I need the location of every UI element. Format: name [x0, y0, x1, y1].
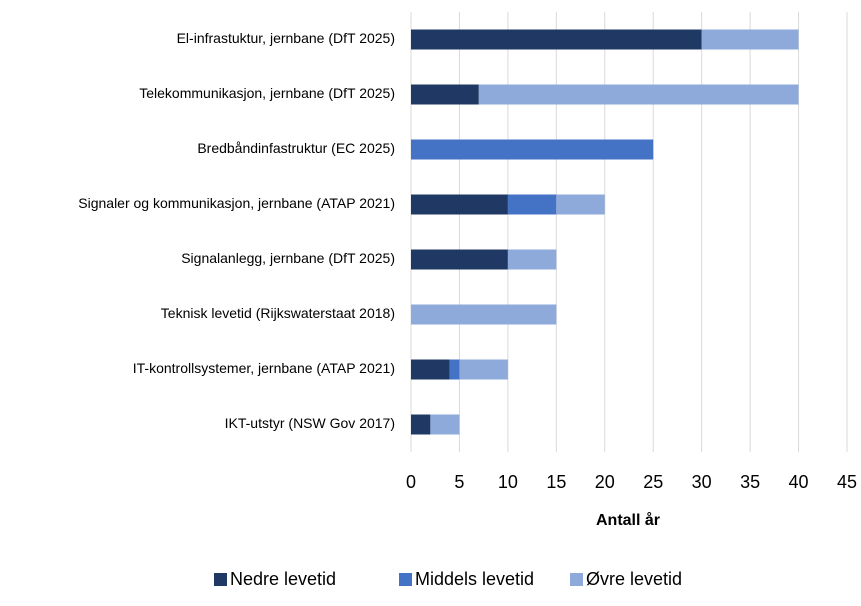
- bar-segment: [411, 84, 479, 105]
- x-axis-title: Antall år: [596, 511, 660, 529]
- bar-segment: [411, 414, 431, 435]
- y-tick-label: IT-kontrollsystemer, jernbane (ATAP 2021…: [133, 360, 395, 376]
- x-tick-label: 35: [740, 472, 760, 492]
- legend-swatch: [570, 573, 583, 586]
- bar-segment: [411, 304, 557, 325]
- x-tick-label: 5: [454, 472, 464, 492]
- bar-segment: [411, 249, 508, 270]
- bar-segment: [701, 29, 799, 50]
- y-tick-label: El-infrastuktur, jernbane (DfT 2025): [177, 30, 395, 46]
- y-tick-label: Signalanlegg, jernbane (DfT 2025): [181, 250, 395, 266]
- legend-swatch: [399, 573, 412, 586]
- bar-segment: [556, 194, 605, 215]
- bar-segment: [411, 139, 654, 160]
- bar-segment: [449, 359, 460, 380]
- legend-label: Nedre levetid: [230, 569, 336, 589]
- y-tick-label: Signaler og kommunikasjon, jernbane (ATA…: [78, 195, 395, 211]
- legend-label: Øvre levetid: [586, 569, 682, 589]
- bar-segment: [430, 414, 460, 435]
- bar-segment: [459, 359, 508, 380]
- legend-label: Middels levetid: [415, 569, 534, 589]
- bar-segment: [411, 359, 450, 380]
- x-tick-label: 10: [498, 472, 518, 492]
- x-tick-label: 15: [546, 472, 566, 492]
- bar-segment: [411, 29, 702, 50]
- bar-segment: [411, 194, 508, 215]
- x-tick-label: 20: [595, 472, 615, 492]
- bar-segment: [507, 249, 557, 270]
- x-tick-label: 30: [692, 472, 712, 492]
- y-tick-label: Bredbåndinfastruktur (EC 2025): [197, 140, 395, 156]
- x-tick-label: 40: [789, 472, 809, 492]
- x-tick-label: 0: [406, 472, 416, 492]
- bar-segment: [507, 194, 557, 215]
- bar-segment: [478, 84, 799, 105]
- x-tick-label: 25: [643, 472, 663, 492]
- y-tick-label: IKT-utstyr (NSW Gov 2017): [225, 415, 395, 431]
- y-tick-label: Teknisk levetid (Rijkswaterstaat 2018): [161, 305, 395, 321]
- y-tick-label: Telekommunikasjon, jernbane (DfT 2025): [139, 85, 395, 101]
- x-tick-label: 45: [837, 472, 857, 492]
- legend-swatch: [214, 573, 227, 586]
